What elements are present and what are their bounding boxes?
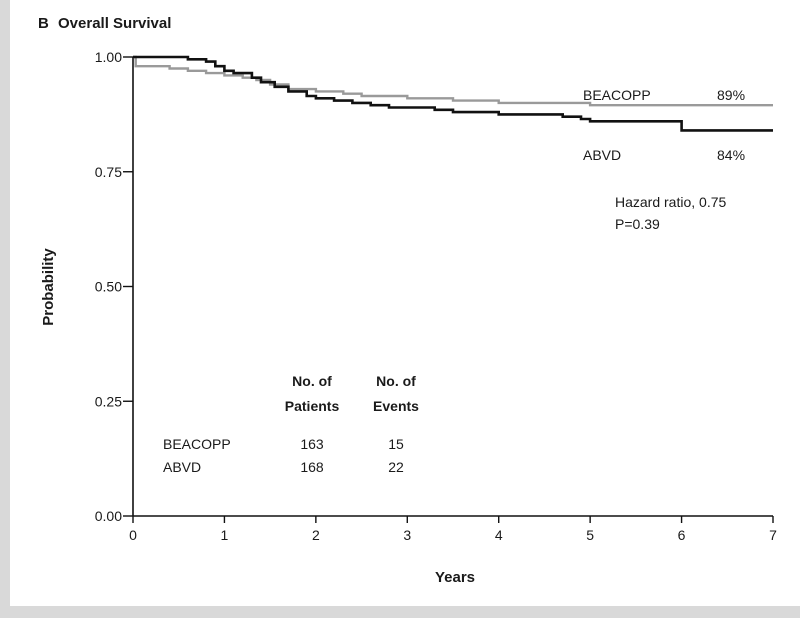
- table-row-events: 22: [388, 459, 404, 475]
- y-tick-label: 1.00: [95, 49, 122, 65]
- x-tick-label: 3: [403, 527, 411, 543]
- table-header-events-line2: Events: [373, 398, 419, 414]
- curve-beacopp: [133, 55, 773, 107]
- x-tick-label: 1: [221, 527, 229, 543]
- hazard-ratio-text: Hazard ratio, 0.75: [615, 194, 726, 210]
- x-ticks: 0 1 2 3 4 5 6 7: [129, 516, 777, 543]
- x-tick-label: 2: [312, 527, 320, 543]
- table-header-patients-line2: Patients: [285, 398, 340, 414]
- table-row-events: 15: [388, 436, 404, 452]
- x-tick-label: 6: [678, 527, 686, 543]
- table-row-patients: 163: [300, 436, 324, 452]
- series-percent-abvd: 84%: [717, 147, 745, 163]
- frame-bottom-border: [0, 606, 800, 618]
- table-header-patients-line1: No. of: [292, 373, 332, 389]
- table-header-events-line1: No. of: [376, 373, 416, 389]
- curve-abvd: [133, 55, 773, 132]
- y-tick-label: 0.75: [95, 164, 122, 180]
- panel-label: B: [38, 15, 49, 32]
- frame-left-border: [0, 0, 10, 618]
- table-row-group: ABVD: [163, 459, 201, 475]
- x-tick-label: 0: [129, 527, 137, 543]
- x-tick-label: 4: [495, 527, 503, 543]
- table-row-patients: 168: [300, 459, 324, 475]
- y-ticks: 0.00 0.25 0.50 0.75 1.00: [95, 49, 133, 524]
- x-axis-label: Years: [435, 569, 475, 586]
- table-row-group: BEACOPP: [163, 436, 231, 452]
- y-tick-label: 0.25: [95, 393, 122, 409]
- series-label-beacopp: BEACOPP: [583, 87, 651, 103]
- chart-title: Overall Survival: [58, 15, 171, 32]
- p-value-text: P=0.39: [615, 216, 660, 232]
- series-label-abvd: ABVD: [583, 147, 621, 163]
- x-tick-label: 5: [586, 527, 594, 543]
- series-percent-beacopp: 89%: [717, 87, 745, 103]
- y-tick-label: 0.50: [95, 279, 122, 295]
- y-axis-label: Probability: [40, 248, 57, 326]
- survival-curves: [133, 55, 773, 132]
- x-tick-label: 7: [769, 527, 777, 543]
- y-tick-label: 0.00: [95, 508, 122, 524]
